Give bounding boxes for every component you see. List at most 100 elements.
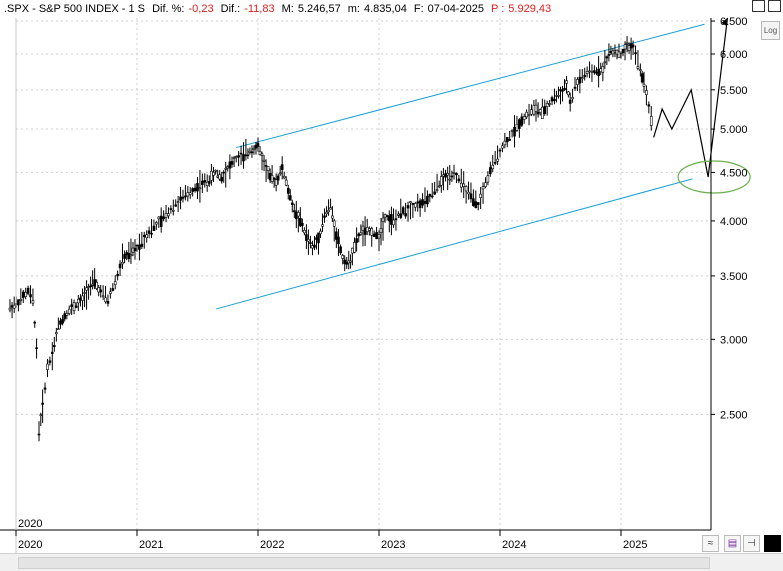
price-candle xyxy=(248,150,252,153)
price-candle xyxy=(530,109,533,115)
price-candle xyxy=(555,95,558,97)
price-candle xyxy=(321,224,324,227)
corner-year-label: 2020 xyxy=(18,518,42,530)
price-candle xyxy=(24,292,27,297)
price-candle xyxy=(191,188,194,192)
price-candle xyxy=(118,263,122,269)
price-candle xyxy=(416,201,420,204)
price-candle xyxy=(411,202,415,205)
chart-header: .SPX - S&P 500 INDEX - 1 S Dif. %: -0,23 … xyxy=(0,0,764,18)
price-candle xyxy=(313,244,316,248)
zoom-icon[interactable]: ≈ xyxy=(702,535,719,552)
price-candle xyxy=(286,187,290,194)
symbol-label: .SPX - S&P 500 INDEX - 1 S xyxy=(4,3,146,15)
price-candle xyxy=(469,193,473,200)
maximize-button[interactable] xyxy=(752,0,765,12)
price-candle xyxy=(615,49,619,55)
price-candle xyxy=(305,234,308,241)
price-candle xyxy=(150,232,153,235)
price-candle xyxy=(181,196,185,199)
price-candle xyxy=(218,174,221,180)
price-candle xyxy=(649,116,653,126)
price-candle xyxy=(627,45,631,52)
price-candle xyxy=(74,305,78,308)
price-candle xyxy=(590,70,594,73)
price-candle xyxy=(167,213,170,217)
price-candle xyxy=(426,195,429,205)
price-candle xyxy=(79,297,82,301)
price-candle xyxy=(254,144,258,149)
log-scale-button[interactable]: Log xyxy=(761,21,780,40)
price-candle xyxy=(647,104,651,107)
price-candle xyxy=(301,222,304,226)
price-candle xyxy=(142,234,146,238)
price-candle xyxy=(70,304,73,307)
price-candle xyxy=(295,211,298,220)
price-candle xyxy=(93,279,96,287)
x-tick-label: 2025 xyxy=(623,539,647,551)
price-candle xyxy=(26,287,30,294)
price-candle xyxy=(397,213,400,216)
price-candle xyxy=(450,175,454,178)
y-tick-label: 4.500 xyxy=(720,167,748,179)
projection-arrowhead xyxy=(721,17,728,26)
price-candle xyxy=(621,48,625,54)
projection-series xyxy=(653,17,729,178)
price-candle xyxy=(625,42,629,45)
price-candle xyxy=(472,198,475,207)
price-candle xyxy=(484,182,487,187)
price-candle xyxy=(609,50,613,53)
price-candle xyxy=(399,213,403,218)
price-candle xyxy=(619,51,623,54)
price-candle xyxy=(61,319,64,324)
price-series xyxy=(8,36,653,442)
price-candle xyxy=(155,222,158,225)
x-tick-label: 2020 xyxy=(18,539,42,551)
price-candle xyxy=(21,291,25,298)
close-button[interactable] xyxy=(768,0,781,12)
price-candle xyxy=(246,154,250,157)
scrollbar-thumb[interactable] xyxy=(18,557,710,569)
price-candle xyxy=(323,215,326,218)
max-value: 5.246,57 xyxy=(297,3,341,15)
save-icon[interactable]: ▤ xyxy=(724,535,741,552)
price-candle xyxy=(280,164,284,171)
price-candle xyxy=(252,148,256,150)
price-candle xyxy=(335,231,338,240)
price-candle xyxy=(65,313,69,316)
price-candle xyxy=(222,171,226,174)
price-candle xyxy=(565,80,568,84)
pin-icon[interactable]: ⊣ xyxy=(743,535,760,552)
price-candle xyxy=(368,228,371,231)
price-candle xyxy=(501,145,504,149)
price-candle xyxy=(164,213,168,218)
price-candle xyxy=(85,287,88,291)
price-candle xyxy=(147,230,151,234)
price-candle xyxy=(226,166,230,169)
horizontal-scrollbar[interactable] xyxy=(0,553,783,571)
price-candle xyxy=(357,233,361,237)
price-candle xyxy=(198,187,202,190)
x-tick-label: 2023 xyxy=(381,539,405,551)
price-candle xyxy=(527,114,531,116)
price-candle xyxy=(597,68,600,77)
price-candle xyxy=(363,227,367,235)
price-candle xyxy=(359,232,363,235)
price-candle xyxy=(239,152,243,155)
price-candle xyxy=(278,172,282,175)
price-candle xyxy=(467,191,470,195)
price-candle xyxy=(162,216,165,220)
price-candle xyxy=(505,136,509,143)
price-candle xyxy=(409,201,412,203)
price-candle xyxy=(390,214,393,225)
price-candle xyxy=(121,262,124,265)
price-candle xyxy=(576,79,579,85)
price-candle xyxy=(437,185,441,188)
price-candle xyxy=(81,295,84,301)
price-candle xyxy=(220,176,223,182)
price-candle xyxy=(532,105,536,115)
price-candle xyxy=(290,202,294,205)
upper-channel-line xyxy=(236,23,705,149)
price-candle xyxy=(63,313,67,320)
color-swatch-icon[interactable] xyxy=(764,535,781,552)
